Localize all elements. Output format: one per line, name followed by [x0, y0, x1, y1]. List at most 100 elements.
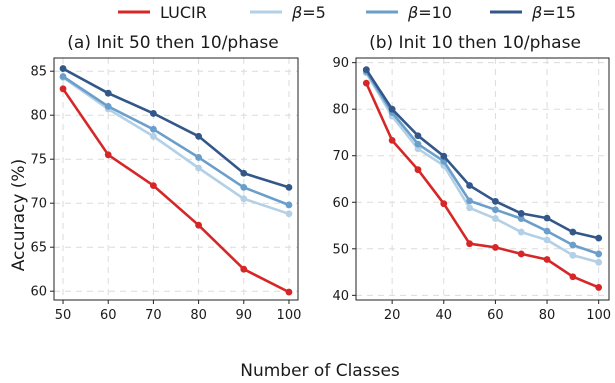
panel-a-series-beta5-point-100 — [285, 210, 293, 218]
panel-a-series-beta15-point-50 — [59, 65, 67, 72]
panel-a-series-beta15-point-100 — [285, 183, 293, 191]
panel-a-series-lucir-point-60 — [104, 151, 112, 159]
panel-b-series-lucir-point-30 — [414, 166, 422, 174]
panel-a-series-lucir-point-80 — [195, 221, 202, 229]
panel-b-series-beta15-point-30 — [414, 132, 422, 140]
panel-b-series-beta15-point-90 — [569, 228, 577, 236]
panel-b-series-beta10-point-70 — [517, 215, 525, 222]
panel-a-series-lucir-line — [61, 88, 290, 294]
panel-a-xtick-label-60: 60 — [100, 308, 117, 323]
panel-b-ytick-label-50: 50 — [332, 242, 349, 257]
panel-b-series-beta5-point-90 — [569, 251, 577, 259]
panel-b-xtick-label-80: 80 — [539, 308, 556, 323]
panel-b-ytick-label-90: 90 — [332, 56, 349, 71]
panel-a-series-beta10-point-70 — [150, 125, 157, 133]
panel-b-series-beta10-point-60 — [492, 206, 499, 214]
panel-a-series-beta10-point-50 — [59, 73, 67, 80]
panel-b-series-beta10-point-30 — [414, 140, 422, 148]
panel-b-series-beta10-point-50 — [466, 197, 473, 205]
panel-b-series-beta5-line — [365, 72, 600, 264]
panel-a-series-beta15-point-70 — [150, 110, 157, 117]
panel-a-ytick-label-75: 75 — [30, 153, 47, 168]
panel-b-ytick-label-70: 70 — [332, 149, 349, 164]
panel-b-ytick-label-40: 40 — [332, 289, 349, 304]
panel-b-series-lucir-point-60 — [492, 244, 499, 251]
panel-b-series-beta5-point-30 — [414, 145, 422, 153]
panel-a-xtick-label-80: 80 — [190, 308, 207, 323]
legend-label-beta10: β=10 — [407, 3, 452, 22]
legend-item-beta15: β=15 — [490, 3, 576, 22]
panel-b-series-beta15-point-60 — [492, 197, 499, 205]
panel-a-ytick-label-80: 80 — [30, 109, 47, 124]
legend-item-beta10: β=10 — [366, 3, 452, 22]
panel-a-series-beta5-point-80 — [195, 164, 202, 172]
panel-b-title: (b) Init 10 then 10/phase — [369, 33, 581, 53]
panel-b-series-beta15-point-40 — [440, 152, 448, 160]
panel-a-series-lucir-point-90 — [240, 265, 248, 273]
panel-a-ytick-label-65: 65 — [30, 241, 47, 256]
y-axis-label: Accuracy (%) — [9, 159, 29, 271]
legend-item-lucir: LUCIR — [118, 3, 207, 22]
panel-a-series-beta15-line — [62, 67, 290, 189]
panel-b-series-beta15-point-70 — [517, 210, 525, 217]
panel-a-series-beta15-point-80 — [195, 132, 202, 140]
panel-b-xtick-label-60: 60 — [487, 308, 504, 323]
panel-a-series-lucir-point-70 — [150, 182, 157, 190]
panel-b-series-lucir-point-80 — [543, 256, 551, 263]
panel-b-xtick-label-40: 40 — [436, 308, 453, 323]
panel-b-series-lucir-line — [365, 82, 600, 289]
panel-b-series-beta5-point-70 — [517, 228, 525, 236]
panel-b-series-lucir-point-70 — [517, 250, 525, 258]
panel-b-series-beta15-point-50 — [466, 182, 473, 189]
panel-b-series-beta10-line — [365, 70, 600, 256]
panel-a-xtick-label-70: 70 — [145, 308, 162, 323]
panel-b-series-beta15-point-20 — [388, 105, 396, 113]
panel-b-ytick-label-60: 60 — [332, 196, 349, 211]
panel-a-series-beta10-point-60 — [104, 103, 112, 110]
legend-label-lucir: LUCIR — [160, 3, 207, 22]
panel-a-series-lucir-point-100 — [285, 288, 293, 296]
panel-b-series-beta15-point-100 — [595, 234, 603, 242]
panel-b-series-beta15-point-80 — [543, 214, 551, 222]
panel-b-xtick-label-20: 20 — [384, 308, 401, 323]
panel-a-series-beta10-point-80 — [195, 154, 202, 161]
panel-b-series-lucir-point-90 — [569, 273, 577, 281]
panel-b-series-lucir-point-10 — [362, 79, 370, 87]
legend-label-beta5: β=5 — [291, 3, 326, 22]
panel-a-xtick-label-100: 100 — [277, 308, 302, 323]
panel-b-ytick-label-80: 80 — [332, 103, 349, 118]
panel-a-series-lucir-point-50 — [59, 85, 67, 93]
panel-b-series-beta10-point-80 — [543, 227, 551, 235]
panel-b-series-lucir-point-40 — [440, 200, 448, 208]
panel-b-series-lucir-point-20 — [388, 136, 396, 144]
panel-b-xtick-label-100: 100 — [586, 308, 611, 323]
panel-a-series-beta10-line — [62, 75, 290, 207]
panel-a-series-beta10-point-100 — [285, 201, 293, 209]
panel-a-ytick-label-60: 60 — [30, 285, 47, 300]
panel-b-series-beta5-point-60 — [492, 215, 499, 222]
panel-a-series-beta15-point-60 — [104, 89, 112, 97]
panel-a-ytick-label-70: 70 — [30, 197, 47, 212]
legend-label-beta15: β=15 — [531, 3, 576, 22]
x-axis-label: Number of Classes — [240, 361, 400, 381]
panel-a-frame — [53, 57, 299, 301]
panel-a-series-beta5-point-90 — [240, 195, 248, 203]
panel-a-xtick-label-50: 50 — [55, 308, 72, 323]
panel-b-series-beta10-point-100 — [595, 250, 603, 258]
panel-b-series-lucir-point-50 — [466, 240, 473, 248]
panel-b-series-beta15-point-10 — [362, 66, 370, 74]
panel-a-xtick-label-90: 90 — [236, 308, 253, 323]
legend: LUCIR β=5 β=10 β=15 — [118, 3, 576, 22]
panel-a-series-beta10-point-90 — [240, 183, 248, 191]
panel-a-series-beta5-line — [62, 76, 290, 216]
panel-a-plot: 60 65 70 75 80 85 50 60 70 80 90 100 — [30, 57, 302, 323]
legend-item-beta5: β=5 — [250, 3, 326, 22]
panel-a-series-beta5-point-70 — [150, 132, 157, 140]
panel-b-series-beta5-point-80 — [543, 236, 551, 244]
panel-b-plot: 40 50 60 70 80 90 20 40 60 80 100 — [332, 56, 611, 323]
panel-b-series-beta5-point-100 — [595, 258, 603, 266]
panel-b-series-beta5-point-50 — [466, 204, 473, 212]
panel-b-frame — [355, 57, 610, 301]
panel-a-series-beta15-point-90 — [240, 169, 248, 177]
